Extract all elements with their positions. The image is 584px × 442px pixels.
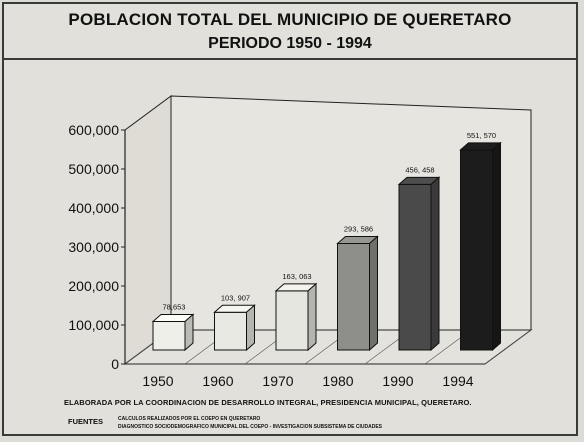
bar-side (307, 282, 317, 352)
bar-front (152, 320, 186, 351)
chart-back-wall (124, 95, 532, 365)
bar-front (337, 243, 370, 351)
bar-side (184, 313, 194, 352)
y-tick-label: 0 (111, 356, 119, 372)
bar (151, 313, 195, 352)
x-category-label: 1960 (202, 373, 233, 389)
bar-front (214, 311, 247, 351)
bar-data-label: 163, 063 (282, 272, 311, 281)
bar-front (275, 290, 309, 351)
source-line: DIAGNOSTICO SOCIODEMOGRAFICO MUNICIPAL D… (118, 424, 382, 430)
bar-data-label: 103, 907 (221, 293, 250, 302)
x-category-label: 1980 (322, 373, 353, 389)
bars-group (151, 141, 502, 352)
data-labels-group: 78,653 103, 907 163, 063 293, 586 456, 458 55… (163, 131, 497, 312)
bar-front (398, 183, 432, 351)
x-category-label: 1990 (382, 373, 413, 389)
bar-side (246, 304, 255, 352)
bar (397, 176, 441, 352)
chart-header: POBLACION TOTAL DEL MUNICIPIO DE QUERETA… (4, 4, 576, 60)
y-tick-label: 100,000 (68, 317, 119, 333)
y-tick-label: 200,000 (68, 278, 119, 294)
y-tick-label: 600,000 (68, 122, 119, 138)
y-tick-label: 500,000 (68, 161, 119, 177)
y-tick-label: 300,000 (68, 239, 119, 255)
category-labels-group: 1950 1960 1970 1980 1990 1994 (142, 373, 473, 389)
sources-label: FUENTES (68, 417, 104, 426)
x-category-label: 1970 (262, 373, 293, 389)
bar (459, 141, 502, 352)
chart-title: POBLACION TOTAL DEL MUNICIPIO DE QUERETA… (68, 10, 512, 29)
bar-data-label: 78,653 (163, 302, 186, 311)
bar-front (460, 149, 493, 351)
bar (213, 304, 256, 352)
bar (274, 282, 318, 352)
x-category-label: 1994 (442, 373, 473, 389)
bar (336, 235, 379, 352)
chart-subtitle: PERIODO 1950 - 1994 (208, 35, 372, 52)
floor-gridline (484, 329, 532, 365)
y-tick-label: 400,000 (68, 200, 119, 216)
y-axis: 0 100,000 200,000 300,000 400,000 500,000 600,… (68, 122, 126, 372)
bar-data-label: 456, 458 (405, 165, 434, 174)
bar-data-label: 551, 570 (467, 131, 496, 140)
bar-chart: 0 100,000 200,000 300,000 400,000 500,000 600,… (68, 95, 533, 389)
credit-line: ELABORADA POR LA COORDINACION DE DESARRO… (64, 398, 472, 407)
bar-side (369, 235, 378, 352)
source-line: CALCULOS REALIZADOS POR EL COEPO EN QUER… (118, 416, 261, 422)
bar-side (492, 141, 501, 352)
x-category-label: 1950 (142, 373, 173, 389)
bar-data-label: 293, 586 (344, 225, 373, 234)
bar-side (430, 176, 440, 352)
